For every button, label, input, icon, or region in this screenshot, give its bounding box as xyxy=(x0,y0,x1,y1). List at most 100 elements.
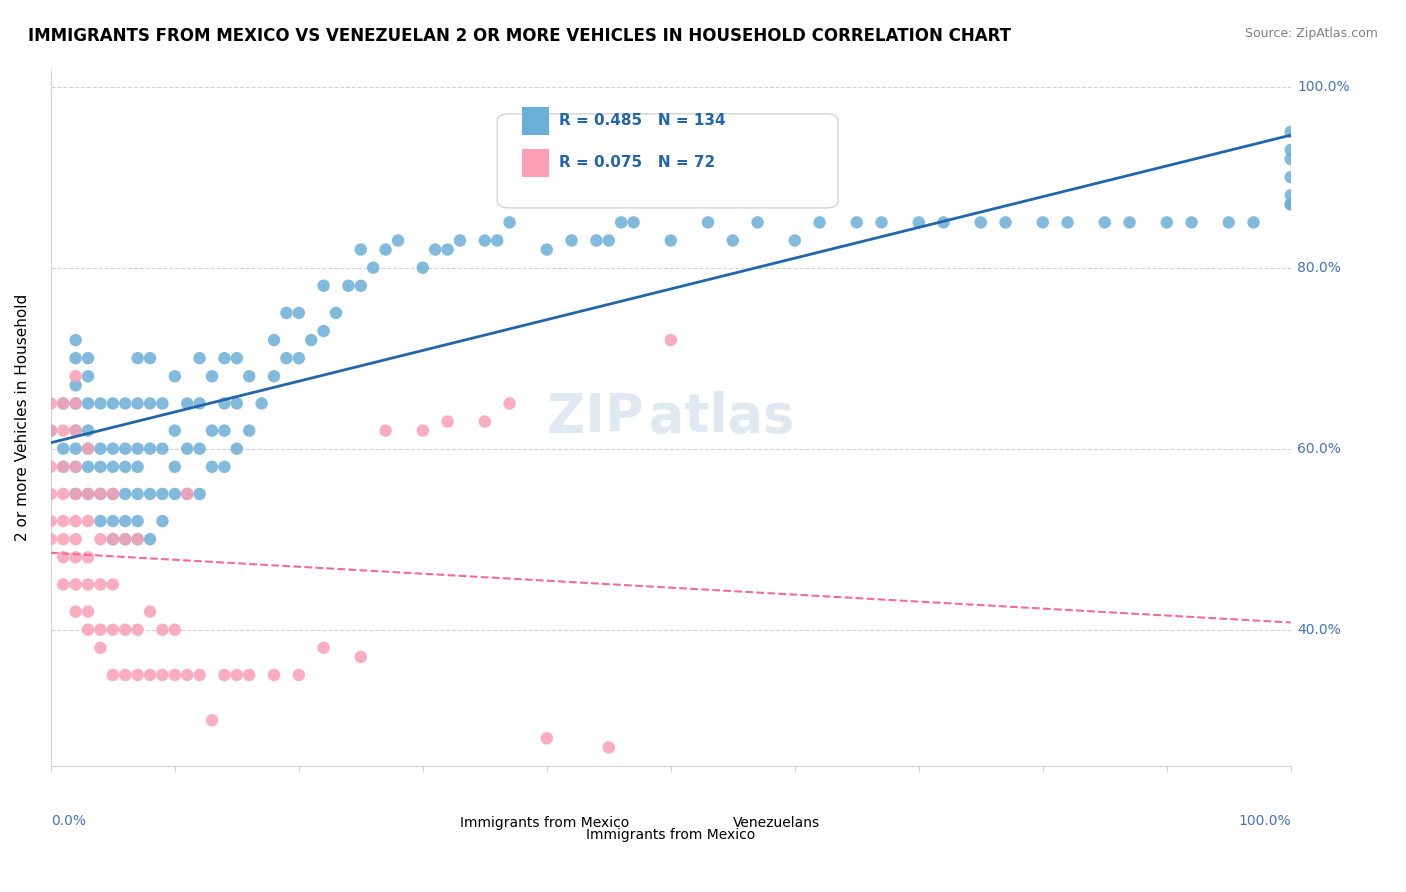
Immigrants from Mexico xyxy=(127,351,149,366)
Immigrants from Mexico xyxy=(598,234,620,248)
Text: 40.0%: 40.0% xyxy=(1296,623,1341,637)
Immigrants from Mexico xyxy=(127,396,149,410)
Venezuelans xyxy=(201,713,224,727)
Text: 60.0%: 60.0% xyxy=(1296,442,1341,456)
Venezuelans xyxy=(39,459,62,474)
Immigrants from Mexico xyxy=(1279,188,1302,202)
Immigrants from Mexico xyxy=(127,442,149,456)
Venezuelans xyxy=(65,424,87,438)
Immigrants from Mexico xyxy=(65,333,87,347)
Immigrants from Mexico xyxy=(77,396,100,410)
Immigrants from Mexico xyxy=(436,243,458,257)
Immigrants from Mexico xyxy=(127,514,149,528)
FancyBboxPatch shape xyxy=(423,814,450,831)
Immigrants from Mexico xyxy=(225,442,247,456)
Immigrants from Mexico xyxy=(65,424,87,438)
Immigrants from Mexico xyxy=(1118,215,1140,229)
Venezuelans xyxy=(77,623,100,637)
Immigrants from Mexico xyxy=(139,487,162,501)
Immigrants from Mexico xyxy=(52,442,75,456)
Venezuelans xyxy=(52,396,75,410)
Immigrants from Mexico xyxy=(65,396,87,410)
Immigrants from Mexico xyxy=(101,532,124,546)
Venezuelans xyxy=(65,459,87,474)
Immigrants from Mexico xyxy=(188,487,211,501)
Immigrants from Mexico xyxy=(1056,215,1078,229)
Immigrants from Mexico xyxy=(845,215,868,229)
Immigrants from Mexico xyxy=(1243,215,1265,229)
Venezuelans xyxy=(163,623,186,637)
Venezuelans xyxy=(52,514,75,528)
Immigrants from Mexico xyxy=(65,351,87,366)
Venezuelans xyxy=(77,605,100,619)
Venezuelans xyxy=(65,369,87,384)
FancyBboxPatch shape xyxy=(498,114,838,208)
Immigrants from Mexico xyxy=(214,424,236,438)
Venezuelans xyxy=(77,442,100,456)
Venezuelans xyxy=(474,415,496,429)
Text: 80.0%: 80.0% xyxy=(1296,260,1341,275)
Immigrants from Mexico xyxy=(1279,197,1302,211)
Text: R = 0.485   N = 134: R = 0.485 N = 134 xyxy=(560,113,725,128)
Immigrants from Mexico xyxy=(127,487,149,501)
Immigrants from Mexico xyxy=(65,442,87,456)
Venezuelans xyxy=(536,731,558,746)
Y-axis label: 2 or more Vehicles in Household: 2 or more Vehicles in Household xyxy=(15,293,30,541)
Immigrants from Mexico xyxy=(1279,152,1302,166)
Text: R = 0.075   N = 72: R = 0.075 N = 72 xyxy=(560,155,716,170)
Immigrants from Mexico xyxy=(214,351,236,366)
Immigrants from Mexico xyxy=(188,351,211,366)
Immigrants from Mexico xyxy=(65,378,87,392)
Venezuelans xyxy=(65,577,87,591)
FancyBboxPatch shape xyxy=(696,814,723,831)
Immigrants from Mexico xyxy=(932,215,955,229)
Immigrants from Mexico xyxy=(907,215,929,229)
Immigrants from Mexico xyxy=(77,487,100,501)
Immigrants from Mexico xyxy=(561,234,583,248)
Venezuelans xyxy=(101,623,124,637)
Immigrants from Mexico xyxy=(89,487,111,501)
Immigrants from Mexico xyxy=(783,234,806,248)
Immigrants from Mexico xyxy=(1218,215,1240,229)
Venezuelans xyxy=(139,668,162,682)
FancyBboxPatch shape xyxy=(522,107,550,135)
Venezuelans xyxy=(188,668,211,682)
Immigrants from Mexico xyxy=(201,459,224,474)
Venezuelans xyxy=(65,396,87,410)
Immigrants from Mexico xyxy=(225,351,247,366)
Venezuelans xyxy=(114,668,136,682)
Immigrants from Mexico xyxy=(970,215,993,229)
Immigrants from Mexico xyxy=(374,243,396,257)
Immigrants from Mexico xyxy=(412,260,434,275)
Text: IMMIGRANTS FROM MEXICO VS VENEZUELAN 2 OR MORE VEHICLES IN HOUSEHOLD CORRELATION: IMMIGRANTS FROM MEXICO VS VENEZUELAN 2 O… xyxy=(28,27,1011,45)
Text: Source: ZipAtlas.com: Source: ZipAtlas.com xyxy=(1244,27,1378,40)
Immigrants from Mexico xyxy=(697,215,720,229)
Venezuelans xyxy=(77,514,100,528)
Immigrants from Mexico xyxy=(114,396,136,410)
Immigrants from Mexico xyxy=(89,514,111,528)
Immigrants from Mexico xyxy=(425,243,447,257)
Venezuelans xyxy=(152,623,174,637)
Immigrants from Mexico xyxy=(127,459,149,474)
Immigrants from Mexico xyxy=(52,396,75,410)
Venezuelans xyxy=(65,550,87,565)
Immigrants from Mexico xyxy=(214,396,236,410)
Immigrants from Mexico xyxy=(77,459,100,474)
Venezuelans xyxy=(89,623,111,637)
Immigrants from Mexico xyxy=(659,234,682,248)
Venezuelans xyxy=(39,532,62,546)
Immigrants from Mexico xyxy=(276,306,298,320)
Venezuelans xyxy=(127,668,149,682)
Immigrants from Mexico xyxy=(114,514,136,528)
Immigrants from Mexico xyxy=(350,243,373,257)
Immigrants from Mexico xyxy=(1279,197,1302,211)
Venezuelans xyxy=(52,532,75,546)
Immigrants from Mexico xyxy=(152,487,174,501)
Venezuelans xyxy=(65,605,87,619)
Immigrants from Mexico xyxy=(276,351,298,366)
Immigrants from Mexico xyxy=(214,459,236,474)
Venezuelans xyxy=(598,740,620,755)
Immigrants from Mexico xyxy=(152,442,174,456)
Immigrants from Mexico xyxy=(312,324,335,338)
Immigrants from Mexico xyxy=(152,396,174,410)
